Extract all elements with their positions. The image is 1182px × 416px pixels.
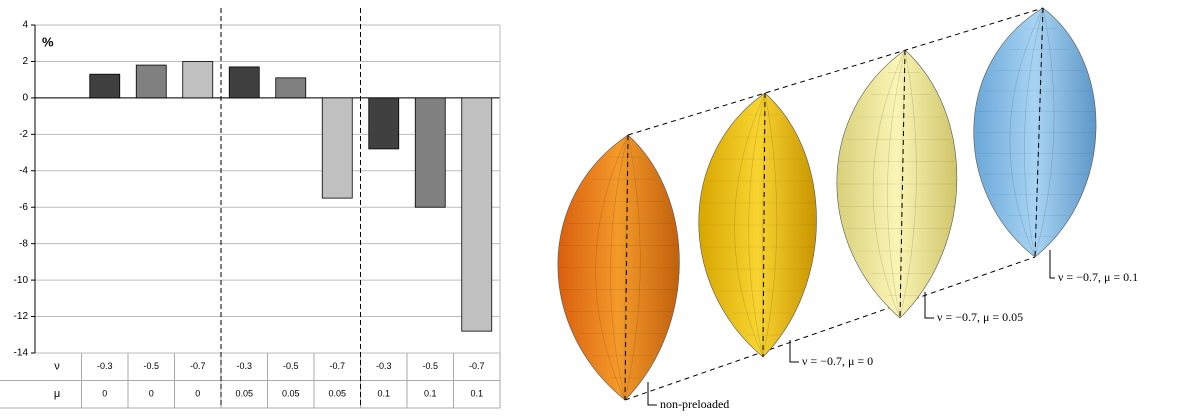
mesh-line: [872, 49, 906, 319]
mesh-line: [595, 134, 629, 401]
x-tick-label: -0.5: [283, 361, 299, 371]
x-tick-label: 0.05: [328, 389, 346, 399]
shape-label: ν = −0.7, μ = 0: [802, 354, 873, 368]
axis-line: [624, 134, 629, 401]
bar: [182, 61, 214, 99]
y-tick-label: 0: [22, 93, 28, 104]
x-tick-label: -0.5: [143, 361, 159, 371]
bar: [321, 97, 353, 199]
y-tick-label: -12: [14, 311, 29, 322]
mesh-line: [762, 92, 766, 358]
y-tick-label: 4: [22, 20, 28, 31]
mesh-line: [610, 134, 629, 401]
x-tick-label: 0: [102, 389, 107, 399]
mesh-line: [624, 134, 629, 401]
shape-label: ν = −0.7, μ = 0.1: [1058, 270, 1138, 284]
x-tick-label: -0.7: [190, 361, 206, 371]
y-tick-label: -2: [19, 129, 28, 140]
mesh-line: [624, 134, 641, 401]
y-tick-label: 2: [22, 56, 28, 67]
bar: [461, 97, 493, 332]
y-label: %: [42, 34, 54, 49]
axis-line: [762, 92, 766, 358]
mesh-line: [762, 92, 778, 358]
x-tick-label: 0.1: [377, 389, 390, 399]
x-tick-label: -0.3: [376, 361, 392, 371]
mesh-line: [1009, 7, 1044, 258]
shapes: non-preloaded ν = −0.7, μ = 0 ν = −0.7, μ …: [557, 7, 1138, 411]
x-tick-label: 0: [195, 389, 200, 399]
leader: [924, 292, 934, 319]
x-tick-label: 0.1: [424, 389, 437, 399]
y-tick-label: -8: [19, 238, 28, 249]
shell: [836, 49, 958, 319]
axis-line: [1034, 7, 1044, 258]
x-tick-label: 0.1: [470, 389, 483, 399]
x-tick-label: -0.3: [97, 361, 113, 371]
x-tick-label: -0.5: [422, 361, 438, 371]
shell: [973, 7, 1097, 258]
x-tick-label: 0.05: [282, 389, 300, 399]
leader: [789, 340, 799, 363]
mesh-line: [1034, 7, 1055, 258]
y-tick-label: -4: [19, 165, 28, 176]
envelope-line: [624, 256, 1036, 401]
x-tick-label: -0.7: [469, 361, 485, 371]
bar: [368, 97, 400, 150]
x-tick-label: 0: [149, 389, 154, 399]
bar-chart: % -14 -12 -10 -8 -6 -4 -2 0 2 4 ν μ -0.3 0 -0.5 0 -0.7 0 -…: [0, 8, 501, 409]
x-tick-label: -0.3: [236, 361, 252, 371]
bar: [228, 66, 260, 99]
row-label: ν: [54, 361, 60, 373]
mesh-line: [899, 49, 917, 319]
mesh-line: [887, 49, 906, 319]
leader: [647, 382, 657, 406]
y-tick-label: -10: [14, 275, 29, 286]
shape-label: ν = −0.7, μ = 0.05: [937, 310, 1023, 324]
x-tick-label: 0.05: [235, 389, 253, 399]
bar: [89, 73, 121, 99]
mesh-line: [1024, 7, 1044, 258]
mesh-line: [899, 49, 906, 319]
mesh-line: [748, 92, 766, 358]
bar: [135, 64, 167, 99]
bar: [275, 77, 307, 99]
y-tick-label: -6: [19, 202, 28, 213]
shape-label: non-preloaded: [660, 397, 729, 411]
leader: [1049, 250, 1055, 279]
mesh-line: [734, 92, 766, 358]
y-tick-label: -14: [14, 348, 29, 359]
row-label: μ: [54, 388, 60, 400]
envelope-line: [627, 7, 1044, 136]
bar: [414, 97, 446, 208]
x-tick-label: -0.7: [329, 361, 345, 371]
